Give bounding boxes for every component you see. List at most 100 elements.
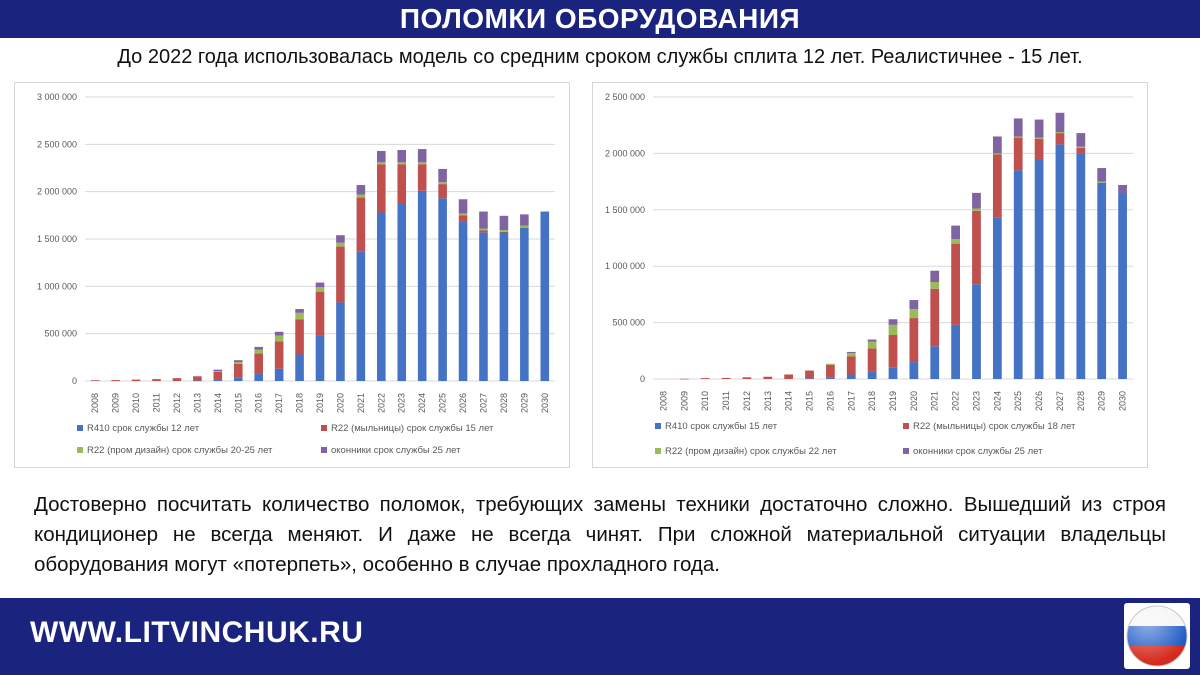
x-tick-label: 2027: [1055, 391, 1065, 411]
bar-segment: [700, 378, 710, 379]
bar-segment: [520, 227, 529, 381]
bar-segment: [111, 380, 120, 381]
bar-segment: [254, 349, 263, 354]
legend-swatch: [321, 447, 327, 453]
footer-bar: WWW.LITVINCHUK.RU: [0, 598, 1200, 675]
bar-segment: [867, 341, 877, 349]
bar-segment: [972, 208, 981, 211]
bar-segment: [972, 192, 981, 209]
bar-segment: [479, 211, 488, 229]
bar-segment: [417, 162, 427, 165]
x-tick-label: 2012: [742, 391, 752, 411]
bar-segment: [805, 378, 814, 380]
x-tick-label: 2011: [721, 391, 731, 410]
bar-segment: [888, 367, 898, 379]
legend-swatch: [655, 423, 661, 429]
bar-segment: [377, 212, 386, 381]
bar-segment: [377, 162, 386, 165]
x-tick-label: 2022: [376, 393, 386, 413]
bar-segment: [479, 228, 488, 231]
bar-segment: [930, 346, 940, 379]
y-tick-label: 500 000: [612, 318, 645, 328]
bar-segment: [1034, 119, 1044, 138]
x-tick-label: 2018: [867, 391, 877, 411]
x-tick-label: 2013: [192, 393, 202, 413]
x-tick-label: 2017: [846, 391, 856, 411]
bar-segment: [888, 324, 898, 336]
bar-segment: [846, 351, 856, 354]
bar-segment: [479, 232, 488, 381]
x-tick-label: 2026: [458, 393, 468, 413]
legend-label: R22 (мыльницы) срок службы 18 лет: [913, 421, 1076, 432]
bar-segment: [315, 287, 325, 293]
bar-segment: [721, 377, 731, 379]
y-tick-label: 2 000 000: [37, 187, 77, 197]
bar-segment: [336, 242, 345, 247]
x-tick-label: 2009: [679, 391, 689, 411]
x-tick-label: 2023: [397, 393, 407, 413]
x-tick-label: 2029: [1097, 391, 1107, 411]
bar-segment: [867, 339, 877, 342]
bar-segment: [540, 211, 550, 381]
bar-segment: [254, 373, 263, 381]
x-tick-label: 2009: [111, 393, 121, 413]
bar-segment: [520, 214, 529, 226]
bar-segment: [233, 360, 243, 363]
bar-segment: [417, 149, 427, 163]
bar-segment: [992, 136, 1002, 154]
x-tick-label: 2028: [1076, 391, 1086, 411]
bar-segment: [826, 377, 835, 379]
bar-segment: [1034, 137, 1044, 139]
bar-segment: [233, 377, 243, 381]
bar-segment: [992, 217, 1002, 379]
x-tick-label: 2030: [1118, 391, 1128, 411]
bar-segment: [397, 203, 407, 381]
legend-label: R410 срок службы 12 лет: [87, 423, 200, 434]
bar-segment: [951, 225, 960, 240]
legend-swatch: [903, 423, 909, 429]
bar-segment: [499, 232, 509, 381]
y-tick-label: 2 500 000: [605, 92, 645, 102]
bar-segment: [499, 231, 509, 233]
bar-segment: [499, 230, 509, 232]
bar-segment: [233, 362, 243, 364]
x-tick-label: 2020: [335, 393, 345, 413]
bar-segment: [1013, 170, 1023, 379]
x-tick-label: 2010: [700, 391, 710, 411]
bar-segment: [274, 335, 284, 342]
bar-segment: [1118, 184, 1127, 195]
bar-segment: [397, 162, 407, 165]
bar-segment: [846, 374, 856, 379]
chart-svg: 0 500 000 1 000 000 1 500 000 2 000 000 2 500…: [37, 92, 555, 456]
bar-segment: [315, 292, 325, 336]
bar-segment: [1013, 136, 1023, 138]
x-tick-label: 2026: [1034, 391, 1044, 411]
bar-segment: [972, 210, 981, 285]
bar-segment: [784, 374, 794, 379]
bar-segment: [1076, 153, 1086, 379]
bar-segment: [992, 154, 1002, 218]
bar-segment: [951, 239, 960, 244]
bar-segment: [90, 380, 100, 381]
bar-segment: [1034, 138, 1044, 160]
bar-segment: [909, 300, 919, 310]
bar-segment: [951, 324, 960, 379]
bar-segment: [909, 362, 919, 379]
bar-segment: [213, 372, 223, 380]
x-tick-label: 2021: [930, 391, 940, 411]
x-tick-label: 2019: [888, 391, 898, 411]
legend-swatch: [321, 425, 327, 431]
bar-segment: [152, 379, 161, 381]
bar-segment: [499, 215, 509, 231]
legend-label: R410 срок службы 15 лет: [665, 421, 778, 432]
website-link[interactable]: WWW.LITVINCHUK.RU: [30, 616, 364, 649]
slide-title: ПОЛОМКИ ОБОРУДОВАНИЯ: [399, 3, 801, 34]
y-tick-label: 0: [640, 374, 645, 384]
bar-segment: [397, 150, 407, 163]
bar-segment: [1076, 133, 1086, 147]
x-tick-label: 2021: [356, 393, 366, 413]
legend-label: оконники срок службы 25 лет: [913, 446, 1043, 457]
bar-segment: [397, 164, 407, 204]
bar-segment: [274, 331, 284, 336]
bar-segment: [356, 251, 366, 381]
